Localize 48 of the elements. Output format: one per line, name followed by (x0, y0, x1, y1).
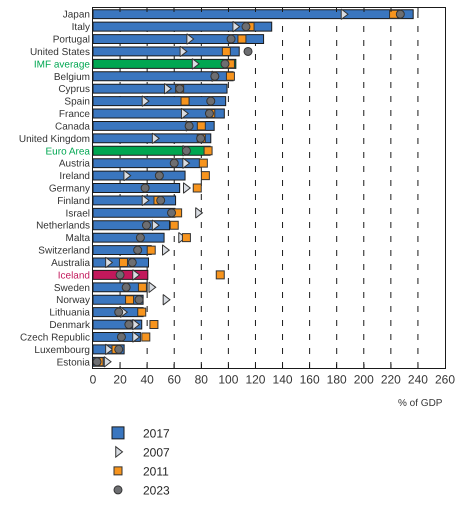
legend-label: 2007 (143, 446, 170, 460)
x-tick-label: 260 (434, 372, 456, 386)
legend-label: 2011 (143, 464, 170, 479)
y-tick-label: Denmark (49, 320, 91, 332)
x-tick-label: 160 (300, 372, 320, 386)
y-tick-label: Iceland (58, 270, 90, 282)
y-tick-label: Norway (56, 295, 90, 306)
y-tick-label: Spain (64, 96, 90, 108)
x-tick-label: 80 (194, 372, 208, 386)
y-tick-label: Switzerland (38, 246, 90, 257)
y-tick-label: Luxembourg (34, 344, 90, 356)
x-tick-label: 180 (326, 372, 348, 386)
y-tick-label: Italy (72, 22, 90, 34)
y-tick-label: Sweden (54, 282, 90, 294)
y-tick-label: Czech Republic (20, 332, 90, 344)
y-tick-label: Euro Area (46, 146, 90, 158)
y-tick-label: IMF average (34, 59, 90, 70)
y-tick-label: Israel (66, 208, 90, 220)
y-tick-label: Ireland (59, 171, 90, 182)
y-tick-label: Canada (54, 121, 90, 132)
legend-label: 2023 (143, 484, 170, 498)
x-axis-title: % of GDP (398, 398, 443, 409)
y-tick-label: Cyprus (58, 84, 90, 96)
x-tick-label: 0 (90, 372, 97, 386)
x-tick-label: 40 (140, 372, 154, 386)
x-tick-label: 140 (272, 372, 293, 386)
y-tick-label: Malta (66, 233, 90, 244)
x-tick-label: 20 (113, 372, 128, 386)
y-tick-label: Estonia (56, 357, 90, 368)
y-tick-label: Finland (57, 196, 90, 207)
y-tick-label: Belgium (54, 72, 90, 83)
x-tick-label: 120 (245, 372, 266, 386)
x-tick-label: 220 (380, 372, 402, 386)
y-tick-label: Lithuania (49, 308, 90, 319)
y-tick-label: Portugal (52, 34, 90, 46)
y-tick-label: Japan (62, 10, 90, 21)
y-tick-label: Austria (58, 158, 90, 170)
x-tick-label: 100 (218, 372, 239, 386)
y-tick-label: United States (30, 46, 90, 58)
y-tick-label: Germany (48, 184, 90, 194)
x-tick-label: 200 (354, 372, 374, 386)
x-tick-label: 240 (408, 372, 428, 386)
legend-label: 2017 (143, 426, 170, 441)
x-tick-label: 60 (168, 372, 182, 386)
y-tick-label: Netherlands (36, 220, 90, 232)
y-tick-label: United Kingdom (18, 134, 90, 145)
y-tick-label: France (58, 109, 90, 120)
y-tick-label: Australia (51, 258, 90, 269)
